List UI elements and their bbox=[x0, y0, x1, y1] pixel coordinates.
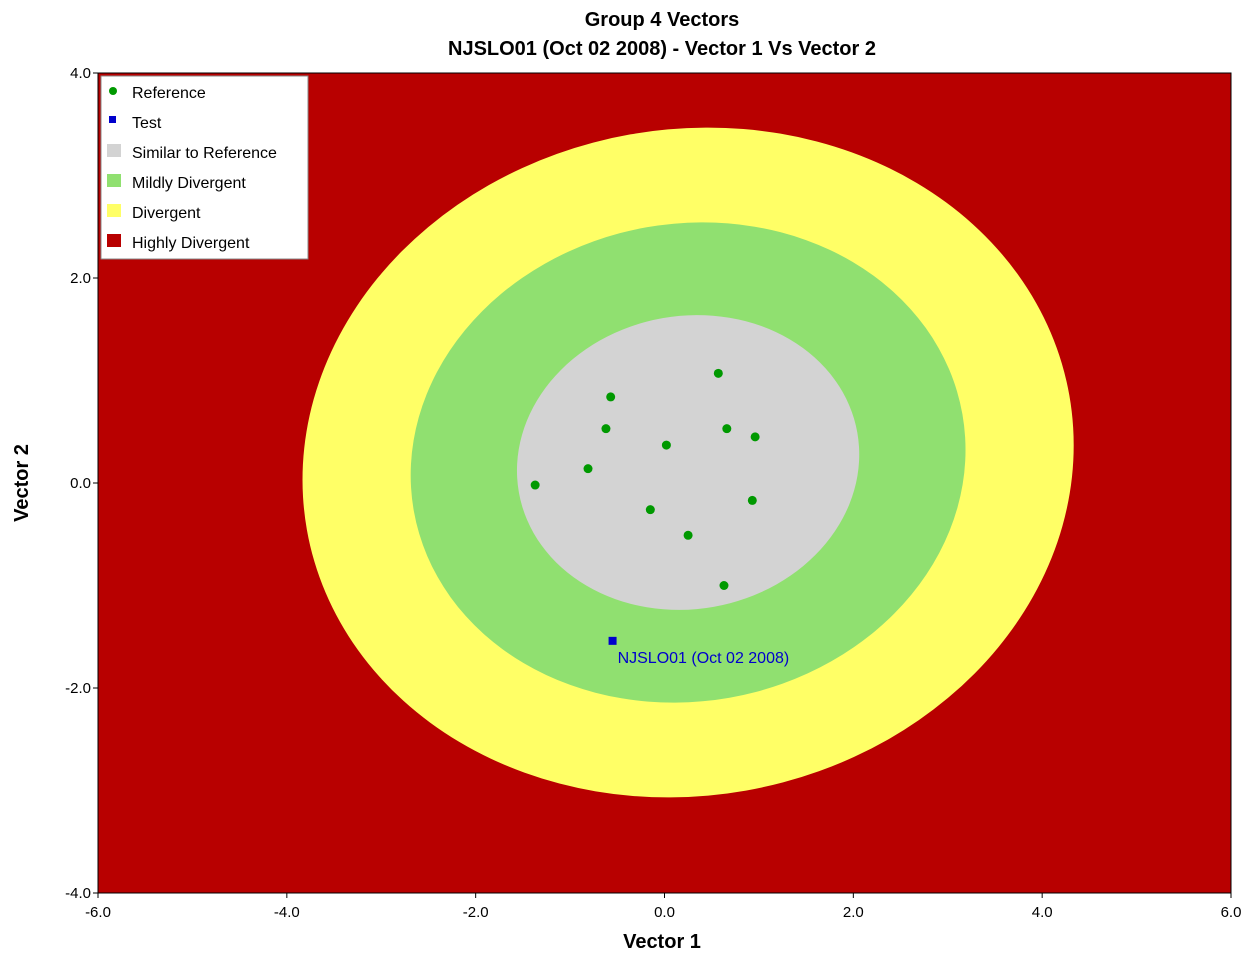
y-axis-label: Vector 2 bbox=[11, 444, 33, 522]
x-axis-label: Vector 1 bbox=[623, 931, 701, 953]
legend-box bbox=[100, 75, 309, 260]
reference-point bbox=[583, 464, 593, 474]
legend-swatch-divergent bbox=[107, 204, 121, 217]
legend-swatch-mildly-divergent bbox=[107, 174, 121, 187]
plot-area: NJSLO01 (Oct 02 2008) bbox=[98, 73, 1231, 893]
legend: Reference Test Similar to Reference Mildly … bbox=[100, 75, 309, 260]
legend-swatch-test bbox=[109, 116, 116, 123]
legend-swatch-reference bbox=[109, 87, 117, 95]
x-tick-label: 6.0 bbox=[1221, 904, 1242, 921]
y-tick-label: -4.0 bbox=[65, 885, 91, 902]
reference-point bbox=[661, 440, 671, 450]
reference-point bbox=[719, 581, 729, 590]
x-tick-label: -4.0 bbox=[274, 904, 300, 921]
reference-point bbox=[601, 424, 611, 434]
reference-point bbox=[713, 368, 723, 378]
x-axis: -6.0 -4.0 -2.0 0.0 2.0 4.0 6.0 bbox=[85, 893, 1241, 921]
test-point-label: NJSLO01 (Oct 02 2008) bbox=[618, 650, 790, 667]
x-tick-label: 0.0 bbox=[654, 904, 675, 921]
reference-point bbox=[530, 480, 540, 490]
legend-label-reference: Reference bbox=[132, 85, 206, 102]
reference-point bbox=[683, 530, 693, 540]
legend-label-similar-to-reference: Similar to Reference bbox=[132, 145, 277, 162]
x-tick-label: 4.0 bbox=[1032, 904, 1053, 921]
reference-point bbox=[747, 495, 757, 505]
legend-label-mildly-divergent: Mildly Divergent bbox=[132, 175, 246, 192]
test-point bbox=[608, 636, 617, 645]
legend-swatch-highly-divergent bbox=[107, 234, 121, 247]
reference-point bbox=[722, 424, 732, 434]
legend-label-highly-divergent: Highly Divergent bbox=[132, 235, 250, 252]
x-tick-label: -2.0 bbox=[463, 904, 489, 921]
x-tick-label: -6.0 bbox=[85, 904, 111, 921]
y-tick-label: 2.0 bbox=[70, 270, 91, 287]
y-tick-label: -2.0 bbox=[65, 680, 91, 697]
y-tick-label: 4.0 bbox=[70, 65, 91, 82]
legend-swatch-similar-to-reference bbox=[107, 144, 121, 157]
legend-label-divergent: Divergent bbox=[132, 205, 201, 222]
y-tick-label: 0.0 bbox=[70, 475, 91, 492]
reference-point bbox=[606, 392, 616, 402]
chart-subtitle: NJSLO01 (Oct 02 2008) - Vector 1 Vs Vect… bbox=[448, 38, 876, 60]
legend-label-test: Test bbox=[132, 115, 162, 132]
reference-point bbox=[750, 432, 760, 442]
reference-point bbox=[645, 505, 655, 515]
zone-similar-to-reference bbox=[516, 315, 860, 610]
chart-title: Group 4 Vectors bbox=[585, 9, 740, 31]
y-axis: -4.0 -2.0 0.0 2.0 4.0 bbox=[65, 65, 98, 902]
x-tick-label: 2.0 bbox=[843, 904, 864, 921]
